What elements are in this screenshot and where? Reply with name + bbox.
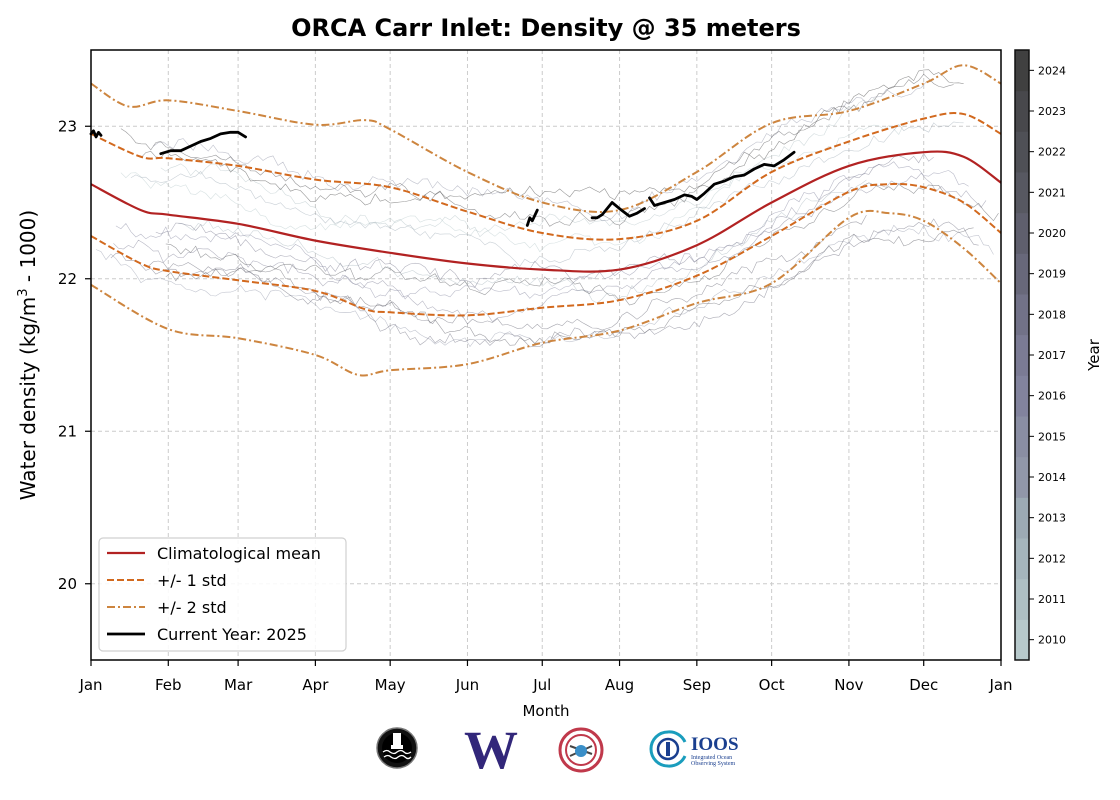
uw-w-logo: W bbox=[464, 720, 518, 780]
colorbar-tick-label: 2018 bbox=[1038, 308, 1066, 321]
series--1-std bbox=[90, 112, 1002, 241]
series--1-std bbox=[90, 182, 1002, 317]
colorbar-swatch-2017 bbox=[1015, 334, 1029, 376]
historical-line-2011 bbox=[160, 98, 879, 238]
x-axis-ticks: Jan Feb Mar Apr May Jun Jul Aug Sep Oct Nov Dec Jan bbox=[78, 660, 1013, 694]
historical-line-2010 bbox=[120, 121, 909, 253]
x-tick-label: Jan bbox=[78, 676, 102, 694]
historical-line-2017 bbox=[113, 172, 987, 323]
series--2-std bbox=[90, 64, 1002, 213]
nanoos-buoy-logo bbox=[376, 727, 418, 769]
colorbar-tick-label: 2020 bbox=[1038, 227, 1066, 240]
historical-line-2020 bbox=[148, 214, 867, 331]
colorbar-swatch-2024 bbox=[1015, 50, 1029, 92]
grid bbox=[91, 50, 1001, 660]
x-tick-label: Jul bbox=[532, 676, 551, 694]
series-climatological-mean bbox=[90, 150, 1002, 273]
colorbar-swatch-2011 bbox=[1015, 578, 1029, 620]
historical-line-2024 bbox=[140, 69, 964, 206]
current-year-segment-2 bbox=[525, 208, 539, 227]
y-tick-label: 22 bbox=[58, 270, 77, 288]
legend-box bbox=[98, 537, 347, 652]
historical-line-2013 bbox=[130, 121, 964, 267]
current-year-segment-1 bbox=[159, 130, 248, 156]
y-tick-label: 21 bbox=[58, 422, 77, 440]
colorbar-swatch-2018 bbox=[1015, 294, 1029, 336]
legend-label-std1: +/- 1 std bbox=[157, 571, 227, 590]
legend-label-std2: +/- 2 std bbox=[157, 598, 227, 617]
colorbar-swatch-2010 bbox=[1015, 619, 1029, 661]
historical-line-2023 bbox=[120, 73, 954, 227]
current-year-segment-0 bbox=[89, 129, 103, 139]
colorbar-tick-label: 2014 bbox=[1038, 471, 1066, 484]
colorbar-tick-label: 2010 bbox=[1038, 634, 1066, 647]
colorbar-tick-label: 2017 bbox=[1038, 349, 1066, 362]
legend-item-std1: +/- 1 std bbox=[107, 571, 227, 590]
svg-text:W: W bbox=[464, 720, 518, 780]
y-tick-label: 20 bbox=[58, 575, 77, 593]
colorbar-swatch-2013 bbox=[1015, 497, 1029, 539]
chart-title: ORCA Carr Inlet: Density @ 35 meters bbox=[291, 14, 801, 42]
colorbar-tick-label: 2023 bbox=[1038, 105, 1066, 118]
ioos-logo: IOOS Integrated Ocean Observing System bbox=[649, 730, 739, 768]
colorbar-swatch-2015 bbox=[1015, 416, 1029, 458]
x-tick-label: Dec bbox=[909, 676, 938, 694]
colorbar-swatch-2014 bbox=[1015, 456, 1029, 498]
current-year-segment-4 bbox=[648, 150, 796, 207]
y-tick-label: 23 bbox=[58, 117, 77, 135]
legend-item-mean: Climatological mean bbox=[107, 544, 321, 563]
historical-line-2012 bbox=[178, 179, 867, 304]
colorbar-tick-label: 2011 bbox=[1038, 593, 1066, 606]
svg-text:Observing System: Observing System bbox=[691, 761, 735, 767]
y-axis-ticks: 20 21 22 23 bbox=[58, 117, 91, 593]
legend-label-current: Current Year: 2025 bbox=[157, 625, 307, 644]
colorbar-swatch-2021 bbox=[1015, 172, 1029, 214]
colorbar-tick-label: 2013 bbox=[1038, 512, 1066, 525]
colorbar-tick-label: 2012 bbox=[1038, 552, 1066, 565]
colorbar-tick-label: 2021 bbox=[1038, 186, 1066, 199]
colorbar-swatch-2016 bbox=[1015, 375, 1029, 417]
x-tick-label: Jun bbox=[455, 676, 479, 694]
x-tick-label: Nov bbox=[834, 676, 863, 694]
colorbar-tick-label: 2015 bbox=[1038, 430, 1066, 443]
colorbar-frame bbox=[1014, 49, 1030, 661]
x-tick-label: Aug bbox=[605, 676, 634, 694]
historical-line-2022 bbox=[165, 182, 999, 306]
colorbar-swatch-2019 bbox=[1015, 253, 1029, 295]
legend-item-std2: +/- 2 std bbox=[107, 598, 227, 617]
plot-frame bbox=[90, 49, 1002, 661]
x-tick-label: Jan bbox=[988, 676, 1012, 694]
colorbar-tick-label: 2016 bbox=[1038, 390, 1066, 403]
x-tick-label: Sep bbox=[683, 676, 711, 694]
svg-text:IOOS: IOOS bbox=[691, 734, 739, 755]
colorbar-tick-label: 2019 bbox=[1038, 268, 1066, 281]
current-year-segment-3 bbox=[590, 201, 646, 220]
colorbar-tick-label: 2024 bbox=[1038, 64, 1066, 77]
colorbar-swatch-2022 bbox=[1015, 131, 1029, 173]
x-tick-label: May bbox=[375, 676, 406, 694]
colorbar-label: Year bbox=[1085, 338, 1103, 372]
x-tick-label: Feb bbox=[155, 676, 182, 694]
y-axis-label: Water density (kg/m3 - 1000) bbox=[16, 210, 40, 500]
salish-logo bbox=[558, 727, 604, 773]
x-tick-label: Mar bbox=[224, 676, 253, 694]
legend-item-current: Current Year: 2025 bbox=[107, 625, 307, 644]
colorbar-swatch-2012 bbox=[1015, 538, 1029, 580]
x-tick-label: Oct bbox=[759, 676, 785, 694]
series-lines bbox=[89, 64, 1002, 377]
x-axis-label: Month bbox=[522, 702, 569, 720]
historical-year-lines bbox=[95, 69, 999, 348]
x-tick-label: Apr bbox=[302, 676, 329, 694]
colorbar-swatch-2020 bbox=[1015, 212, 1029, 254]
colorbar-swatch-2023 bbox=[1015, 90, 1029, 132]
colorbar-tick-label: 2022 bbox=[1038, 146, 1066, 159]
legend: Climatological mean +/- 1 std +/- 2 std … bbox=[98, 537, 347, 652]
logos: W IOOS Integrated Ocean Observing System bbox=[376, 720, 739, 780]
svg-text:Integrated Ocean: Integrated Ocean bbox=[691, 755, 732, 761]
series--2-std bbox=[90, 209, 1002, 377]
historical-line-2016 bbox=[115, 161, 969, 300]
legend-label-mean: Climatological mean bbox=[157, 544, 321, 563]
colorbar: 2010 2011 2012 2013 2014 2015 2016 2017 2018 2019… bbox=[1014, 49, 1066, 661]
